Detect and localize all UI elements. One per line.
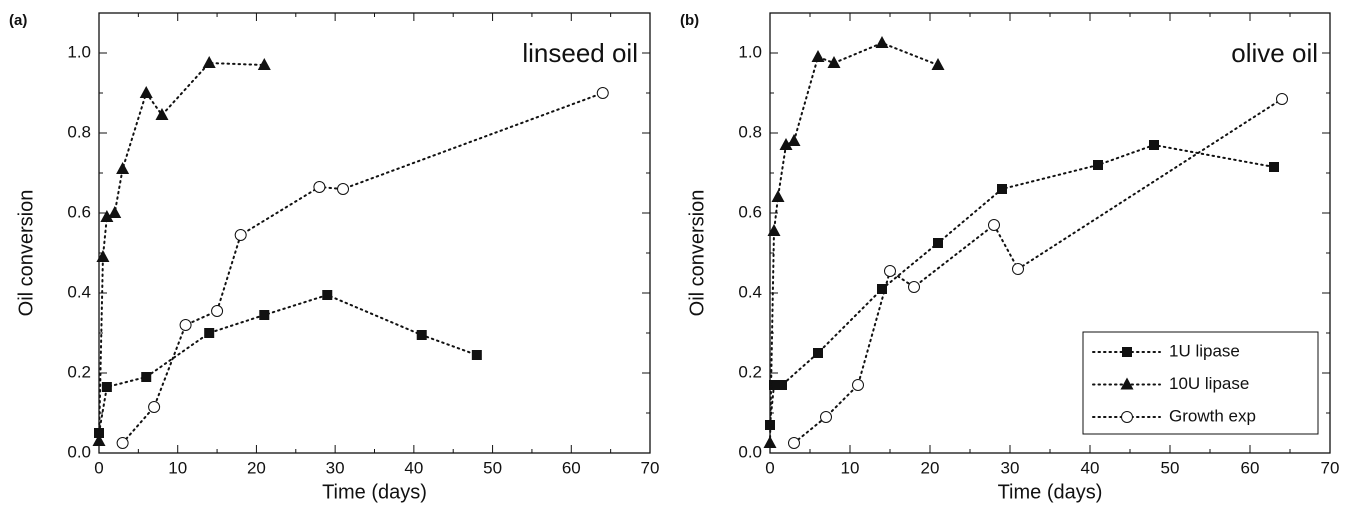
y-tick-label: 0.8 [738,122,762,141]
data-point [101,382,112,392]
data-point [202,56,216,68]
data-point [337,183,350,195]
data-point [96,250,110,262]
data-point [179,319,192,331]
data-point [322,290,333,300]
x-axis-label: Time (days) [998,481,1103,503]
y-tick-label: 0.6 [738,202,762,221]
y-tick-label: 0.0 [738,442,762,461]
data-point [1276,93,1288,105]
data-point [94,428,104,438]
legend-marker [1120,377,1134,390]
data-point [471,350,482,360]
data-point [259,310,270,320]
panel-label: (b) [680,12,699,29]
legend-label: 10U lipase [1169,374,1249,393]
data-point [92,434,106,446]
legend-marker [1121,411,1133,423]
y-tick-label: 0.0 [67,442,91,461]
data-point [933,238,943,248]
panel-annotation: linseed oil [522,38,638,68]
panel-annotation: olive oil [1231,38,1318,68]
data-point [234,229,247,241]
data-point [877,284,887,294]
data-point [313,181,326,193]
y-axis-label: Oil conversion [15,190,37,317]
x-tick-label: 10 [841,458,860,477]
y-tick-label: 0.8 [67,122,91,141]
x-axis-label: Time (days) [322,481,427,503]
y-tick-label: 0.2 [738,362,762,381]
data-point [100,210,114,222]
data-point [884,265,896,277]
data-point [257,58,271,70]
y-tick-label: 1.0 [67,42,91,61]
x-tick-label: 10 [168,458,187,477]
data-point [820,411,832,423]
y-tick-label: 0.4 [67,282,91,301]
data-point [788,437,800,449]
x-tick-label: 60 [562,458,581,477]
x-tick-label: 60 [1241,458,1260,477]
data-point [1093,160,1103,170]
data-point [108,206,122,218]
x-tick-label: 20 [247,458,266,477]
x-tick-label: 0 [765,458,774,477]
x-tick-label: 40 [1081,458,1100,477]
data-point [779,138,793,150]
x-tick-label: 40 [404,458,423,477]
series-line [121,92,604,444]
legend-marker [1122,347,1132,357]
data-point [139,86,153,98]
x-tick-label: 30 [1001,458,1020,477]
data-point [988,219,1000,231]
x-tick-label: 70 [641,458,660,477]
series-line [98,293,478,434]
data-point [931,58,945,70]
y-tick-label: 0.4 [738,282,762,301]
legend-label: Growth exp [1169,406,1256,425]
data-point [141,372,152,382]
data-point [875,36,889,48]
x-tick-label: 0 [94,458,103,477]
x-tick-label: 70 [1321,458,1340,477]
data-point [116,437,129,449]
y-tick-label: 0.6 [67,202,91,221]
x-tick-label: 50 [1161,458,1180,477]
data-point [908,281,920,293]
data-point [827,56,841,68]
panel-label: (a) [9,12,27,29]
data-point [1149,140,1159,150]
data-point [771,190,785,202]
data-point [763,436,777,448]
plot-frame [98,12,651,454]
data-point [767,224,781,236]
y-tick-label: 0.2 [67,362,91,381]
x-tick-label: 30 [326,458,345,477]
data-point [1012,263,1024,275]
x-tick-label: 50 [483,458,502,477]
data-point [211,305,224,317]
x-tick-label: 20 [921,458,940,477]
data-point [813,348,823,358]
data-point [811,50,825,62]
data-point [148,401,161,413]
data-point [997,184,1007,194]
series-line [793,98,1283,444]
data-point [1269,162,1279,172]
y-tick-label: 1.0 [738,42,762,61]
data-point [204,328,215,338]
data-point [116,162,130,174]
data-point [596,87,609,99]
data-point [787,134,801,146]
data-point [852,379,864,391]
data-point [769,380,779,390]
data-point [416,330,427,340]
data-point [155,108,169,120]
series-line [98,61,266,442]
data-point [777,380,787,390]
legend-label: 1U lipase [1169,341,1240,360]
y-axis-label: Oil conversion [686,190,708,317]
